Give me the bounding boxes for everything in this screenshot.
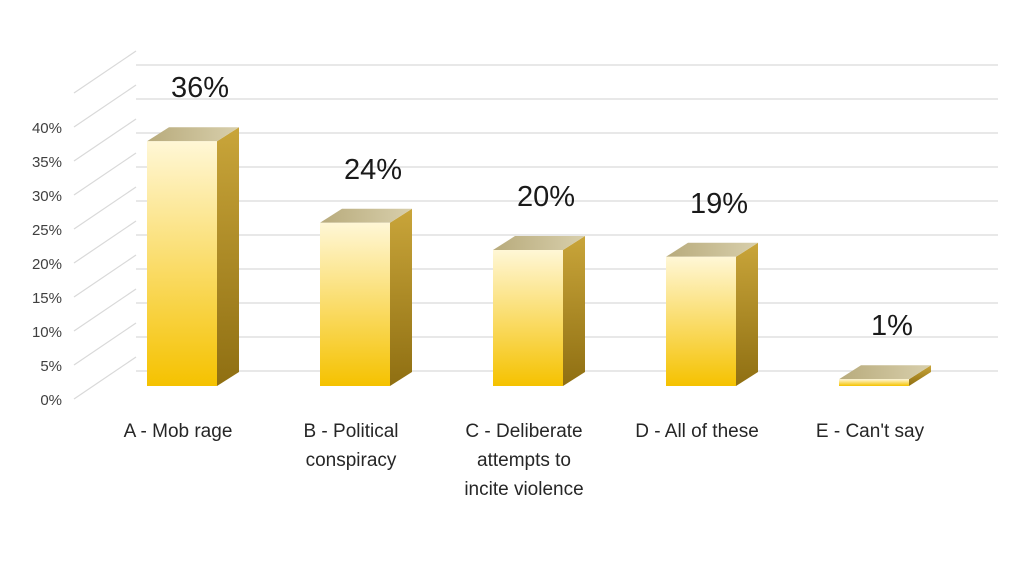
data-label: 19% — [690, 188, 748, 220]
bar-front — [147, 141, 217, 386]
category-label-line: C - Deliberate — [465, 421, 582, 442]
y-tick-label: 25% — [32, 222, 62, 239]
bar — [666, 242, 758, 386]
bar-top — [839, 365, 931, 380]
bar-front — [493, 250, 563, 386]
category-label: E - Can't say — [816, 421, 925, 442]
y-axis-ticks: 0% 5% 10% 15% 20% 25% 30% 35% 40% — [32, 120, 62, 409]
bar — [493, 236, 585, 386]
y-tick-label: 0% — [40, 392, 62, 409]
bar — [320, 208, 412, 386]
bar-side — [909, 365, 931, 386]
bar — [839, 365, 931, 386]
bar-side — [390, 208, 412, 386]
data-label: 20% — [517, 181, 575, 213]
bar — [147, 127, 239, 386]
category-label-line: incite violence — [464, 479, 583, 500]
category-label-line: A - Mob rage — [124, 421, 233, 442]
data-label: 24% — [344, 154, 402, 186]
y-tick-label: 30% — [32, 188, 62, 205]
bar-side — [563, 236, 585, 386]
bar-top — [493, 236, 585, 250]
category-label: D - All of these — [635, 421, 759, 442]
y-tick-label: 10% — [32, 324, 62, 341]
category-label-line: E - Can't say — [816, 421, 925, 442]
y-tick-label: 15% — [32, 290, 62, 307]
category-labels: A - Mob rage B - Political conspiracy C - D… — [124, 421, 925, 500]
y-tick-label: 5% — [40, 358, 62, 375]
data-label: 1% — [871, 310, 913, 342]
side-gridline — [73, 186, 137, 230]
bar-top — [666, 242, 758, 257]
y-tick-label: 35% — [32, 154, 62, 171]
side-gridline — [73, 356, 137, 400]
bar-top — [147, 127, 239, 142]
bar-front — [320, 222, 390, 386]
y-tick-label: 20% — [32, 256, 62, 273]
category-label-line: D - All of these — [635, 421, 759, 442]
data-labels: 36% 24% 20% 19% 1% — [171, 72, 913, 342]
bar-side — [217, 127, 239, 386]
side-gridline — [73, 322, 137, 366]
category-label-line: attempts to — [477, 450, 571, 471]
data-label: 36% — [171, 72, 229, 104]
category-label: A - Mob rage — [124, 421, 233, 442]
bar-side — [736, 242, 758, 386]
bar-front — [666, 256, 736, 386]
side-gridline — [73, 288, 137, 332]
side-gridline — [73, 152, 137, 196]
category-label-line: conspiracy — [306, 450, 397, 471]
bar-front — [839, 379, 909, 386]
side-gridline — [73, 84, 137, 128]
category-label: C - Deliberate attempts to incite violence — [464, 421, 583, 500]
y-tick-label: 40% — [32, 120, 62, 137]
category-label: B - Political conspiracy — [303, 421, 398, 471]
side-gridline — [73, 220, 137, 264]
side-gridline — [73, 254, 137, 298]
side-gridline — [73, 118, 137, 162]
category-label-line: B - Political — [303, 421, 398, 442]
gridlines — [73, 50, 998, 400]
bars — [147, 127, 931, 386]
bar-top — [320, 208, 412, 223]
side-gridline — [73, 50, 137, 94]
